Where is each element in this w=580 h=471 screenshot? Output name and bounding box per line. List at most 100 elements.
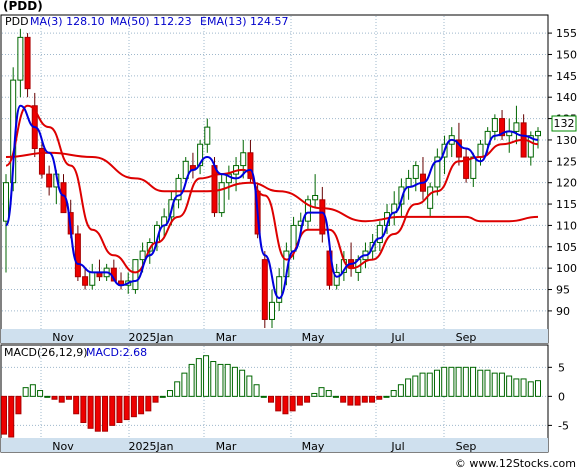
- macd-bar-positive: [37, 390, 44, 397]
- x-tick-label: Nov: [52, 331, 74, 344]
- macd-bar-negative: [282, 395, 289, 415]
- macd-bar-positive: [166, 390, 173, 397]
- candle-up: [484, 130, 491, 145]
- macd-bar-negative: [15, 395, 22, 415]
- candle-up: [17, 36, 24, 81]
- macd-bar-positive: [484, 369, 491, 397]
- x-tick-label: Sep: [456, 331, 477, 344]
- candle-up: [376, 224, 383, 244]
- macd-bar-negative: [58, 395, 65, 403]
- candle-up: [470, 156, 477, 179]
- macd-bar-positive: [506, 375, 513, 397]
- candle-down: [82, 276, 89, 286]
- x-axis-band-top: [1, 329, 548, 343]
- macd-bar-positive: [44, 395, 51, 398]
- macd-bar-positive: [217, 363, 224, 397]
- macd-bar-negative: [361, 395, 368, 403]
- price-tick-label: 125: [556, 155, 577, 168]
- macd-bar-negative: [296, 395, 303, 406]
- macd-bar-positive: [448, 366, 455, 397]
- macd-bar-positive: [513, 378, 520, 397]
- candle-down: [46, 173, 53, 188]
- candle-up: [304, 199, 311, 222]
- macd-bar-negative: [1, 395, 7, 435]
- candle-down: [463, 156, 470, 179]
- candle-up: [175, 177, 182, 201]
- macd-bar-negative: [102, 395, 109, 432]
- ma3-indicator: MA(3) 128.10: [30, 15, 105, 28]
- ema13-line: [5, 104, 539, 274]
- x-tick-label: Jul: [390, 331, 404, 344]
- macd-bar-negative: [8, 395, 15, 438]
- macd-bar-negative: [138, 395, 145, 415]
- candle-down: [38, 147, 45, 175]
- x-axis-labels-bottom: Nov 2025Jan Mar May Jul Sep: [52, 440, 476, 453]
- macd-bar-positive: [174, 381, 181, 397]
- macd-axis: -5 0 5: [548, 361, 569, 432]
- x-tick-label: Sep: [456, 440, 477, 453]
- macd-bar-positive: [412, 375, 419, 397]
- macd-value: MACD:2.68: [86, 346, 147, 359]
- macd-bar-negative: [80, 395, 87, 423]
- x-tick-label: May: [302, 440, 325, 453]
- macd-bar-positive: [231, 366, 238, 397]
- candle-up: [276, 276, 283, 303]
- price-axis: 9095100105110115120125130135140145150155: [548, 27, 577, 318]
- x-tick-label: May: [302, 331, 325, 344]
- candle-down: [24, 36, 31, 90]
- candle-down: [247, 152, 254, 179]
- macd-tick-label: 0: [558, 390, 565, 403]
- x-tick-label: 2025Jan: [129, 331, 174, 344]
- macd-bar-positive: [455, 366, 462, 397]
- macd-bar-negative: [130, 395, 137, 418]
- price-tick-label: 140: [556, 91, 577, 104]
- macd-bar-positive: [390, 390, 397, 397]
- ma3-line: [5, 104, 539, 300]
- macd-bar-positive: [441, 366, 448, 397]
- ma50-indicator: MA(50) 112.23: [110, 15, 192, 28]
- macd-histogram: [1, 355, 541, 438]
- price-tick-label: 90: [556, 305, 570, 318]
- x-tick-label: Nov: [52, 440, 74, 453]
- macd-bar-negative: [145, 395, 152, 412]
- macd-bar-positive: [188, 363, 195, 397]
- candle-up: [412, 165, 419, 179]
- candle-up: [527, 135, 534, 158]
- ma50-line: [5, 151, 539, 223]
- macd-bar-negative: [51, 395, 58, 400]
- candle-up: [269, 301, 275, 320]
- macd-bar-negative: [275, 395, 282, 412]
- macd-bar-negative: [369, 395, 376, 403]
- candle-down: [261, 259, 268, 320]
- candle-down: [455, 139, 462, 158]
- ticker-label: PDD: [5, 15, 29, 28]
- ema13-indicator: EMA(13) 124.57: [200, 15, 289, 28]
- price-tick-label: 100: [556, 262, 577, 275]
- macd-bar-positive: [203, 355, 210, 397]
- candle-up: [405, 177, 412, 188]
- candle-down: [74, 233, 81, 278]
- macd-bar-negative: [376, 395, 383, 400]
- macd-bar-positive: [318, 387, 325, 397]
- price-tick-label: 115: [556, 198, 577, 211]
- macd-bar-negative: [116, 395, 123, 423]
- price-tick-label: 105: [556, 241, 577, 254]
- macd-bar-positive: [195, 358, 202, 397]
- candle-up: [218, 182, 225, 214]
- price-horizontal-grid: [2, 32, 548, 312]
- candle-up: [3, 182, 9, 222]
- chart-title: (PDD): [3, 0, 43, 13]
- macd-bar-positive: [535, 380, 541, 397]
- x-axis-labels-top: Nov 2025Jan Mar May Jul Sep: [52, 331, 476, 344]
- macd-bar-negative: [340, 395, 347, 403]
- candle-up: [132, 259, 139, 291]
- macd-tick-label: -5: [558, 419, 569, 432]
- macd-bar-positive: [470, 366, 477, 397]
- macd-bar-positive: [22, 387, 29, 397]
- candle-up: [427, 186, 434, 209]
- candle-up: [491, 118, 498, 132]
- x-tick-label: Jul: [390, 440, 404, 453]
- x-axis-band-bottom: [1, 438, 548, 452]
- macd-bar-positive: [477, 369, 484, 397]
